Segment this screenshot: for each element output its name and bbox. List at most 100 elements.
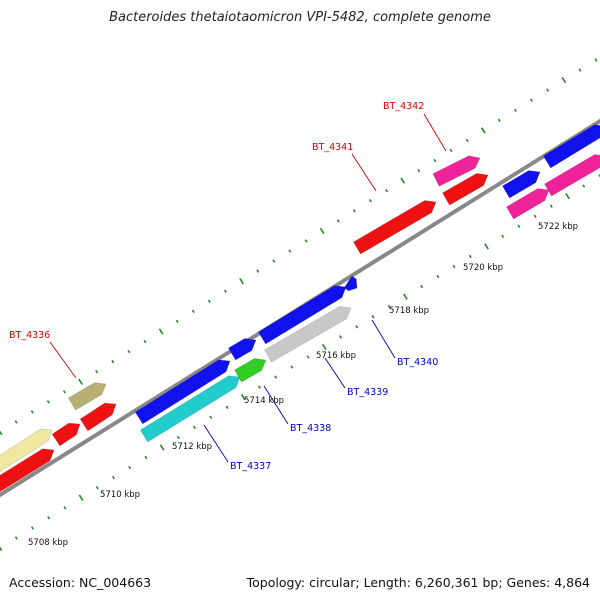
upper-tick	[480, 127, 486, 134]
gene-feature-bt4339	[264, 306, 352, 363]
upper-tick	[336, 219, 340, 223]
upper-tick	[175, 319, 179, 324]
lower-tick	[565, 192, 570, 200]
lower-tick	[452, 264, 456, 269]
lower-tick	[176, 435, 180, 440]
upper-tick	[530, 98, 534, 102]
gene-feature-red	[51, 422, 81, 447]
lower-tick	[225, 405, 229, 409]
lower-tick	[484, 243, 489, 250]
upper-tick	[352, 209, 356, 213]
lower-tick	[387, 305, 391, 309]
upper-tick	[385, 189, 389, 193]
upper-tick	[30, 410, 34, 414]
lower-tick	[355, 325, 359, 329]
gene-label-bt-4336: BT_4336	[9, 330, 50, 341]
gene-feature-bt4337	[139, 375, 241, 443]
gene-feature-blue	[134, 359, 231, 425]
upper-tick	[0, 430, 3, 436]
lower-tick	[468, 254, 472, 259]
lower-tick	[582, 184, 586, 188]
gene-label-bt-4341: BT_4341	[312, 142, 353, 153]
lower-tick	[274, 375, 278, 379]
upper-tick	[46, 400, 50, 404]
scale-label: 5720 kbp	[463, 263, 503, 273]
lower-tick	[63, 506, 67, 510]
upper-tick	[111, 359, 115, 364]
map-title: Bacteroides thetaiotaomicron VPI-5482, c…	[109, 10, 491, 25]
scale-label: 5712 kbp	[172, 442, 212, 452]
lower-tick	[549, 204, 553, 208]
upper-tick	[78, 378, 83, 385]
lower-tick	[290, 365, 294, 369]
lower-tick	[95, 485, 99, 490]
upper-tick	[417, 168, 421, 173]
callout-line	[263, 385, 289, 425]
gene-feature-yellow	[0, 428, 53, 473]
scale-label: 5714 kbp	[244, 396, 284, 406]
scale-label: 5722 kbp	[538, 222, 578, 232]
scale-label: 5710 kbp	[100, 490, 140, 500]
callout-line	[371, 319, 396, 359]
lower-tick	[14, 536, 18, 540]
tick-marks	[0, 58, 600, 552]
lower-tick	[257, 385, 261, 389]
gene-feature-bt4342	[432, 155, 481, 187]
lower-tick	[240, 394, 246, 401]
upper-tick	[578, 68, 582, 72]
lower-tick	[533, 214, 537, 218]
gene-feature-red	[442, 173, 489, 206]
lower-tick	[30, 526, 34, 530]
upper-tick	[143, 339, 147, 344]
lower-tick	[321, 343, 327, 351]
scale-labels: 5708 kbp 5710 kbp 5712 kbp 5714 kbp 5716 kbp…	[28, 222, 578, 548]
lower-tick	[517, 224, 521, 228]
lower-tick	[420, 284, 424, 289]
lower-tick	[0, 546, 3, 552]
lower-tick	[598, 174, 600, 178]
lower-tick	[403, 293, 408, 300]
callout-line	[203, 424, 229, 463]
upper-tick	[158, 328, 164, 335]
scale-label: 5716 kbp	[316, 351, 356, 361]
lower-tick	[112, 475, 115, 480]
upper-tick	[224, 289, 227, 293]
lower-tick	[47, 516, 51, 520]
upper-tick	[319, 227, 325, 235]
scale-label: 5718 kbp	[389, 306, 429, 316]
lower-tick	[144, 455, 148, 460]
gene-feature-blue	[343, 275, 358, 292]
upper-tick	[594, 58, 598, 62]
upper-tick	[561, 76, 567, 84]
scale-label: 5708 kbp	[28, 538, 68, 548]
upper-tick	[304, 239, 308, 243]
gene-feature-magenta	[506, 188, 550, 220]
lower-tick	[501, 234, 505, 239]
lower-tick	[78, 494, 84, 501]
lower-tick	[306, 355, 310, 359]
gene-features	[0, 124, 600, 493]
upper-tick	[513, 108, 517, 112]
gene-feature-blue	[542, 124, 600, 169]
upper-tick	[546, 88, 550, 92]
gene-feature-red	[0, 448, 55, 493]
gene-feature-blue	[502, 170, 541, 199]
callout-line	[324, 357, 346, 389]
callout-line	[351, 153, 377, 192]
lower-tick	[159, 444, 165, 451]
upper-tick	[127, 349, 131, 354]
lower-tick	[209, 415, 213, 419]
upper-tick	[95, 369, 99, 374]
gene-callouts: BT_4336 BT_4337 BT_4338 BT_4339 BT_4340 BT_43…	[9, 101, 447, 472]
upper-tick	[207, 299, 211, 303]
accession-label: Accession: NC_004663	[9, 575, 152, 590]
gene-feature-magenta	[544, 154, 600, 197]
upper-tick	[400, 177, 406, 184]
upper-tick	[433, 158, 437, 163]
upper-tick	[62, 390, 66, 394]
upper-tick	[465, 138, 469, 143]
gene-feature-bt4338	[234, 358, 267, 383]
callout-line	[49, 341, 77, 379]
gene-label-bt-4338: BT_4338	[290, 423, 331, 434]
